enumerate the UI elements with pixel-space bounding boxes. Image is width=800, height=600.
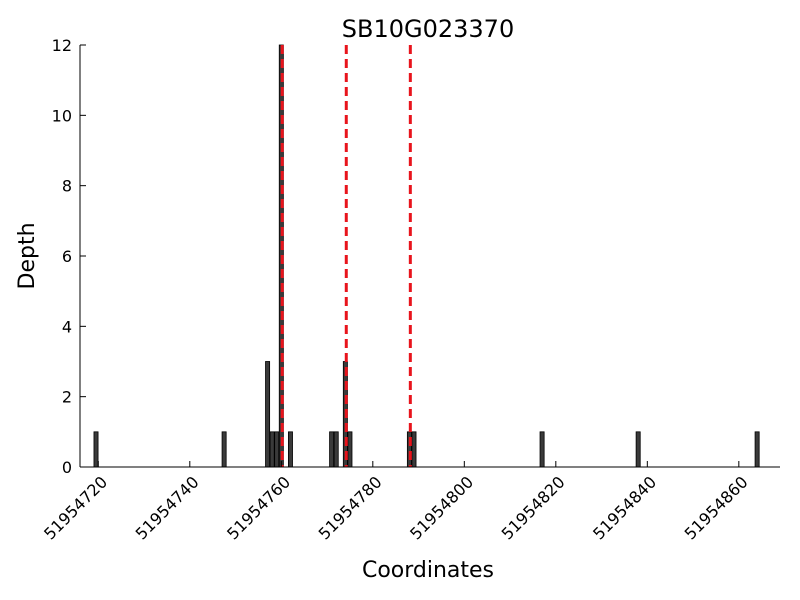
- x-tick-label-0: 51954720: [40, 472, 111, 543]
- x-axis-label: Coordinates: [362, 558, 494, 583]
- bar-3: [269, 431, 275, 468]
- x-tick-label-7: 51954860: [681, 472, 752, 543]
- x-tick-label-1: 51954740: [132, 472, 203, 543]
- bar-6: [287, 431, 293, 468]
- bar-8: [333, 431, 339, 468]
- bar-14: [635, 431, 641, 468]
- chart-title: SB10G023370: [342, 15, 514, 43]
- y-tick-label-3: 6: [62, 247, 72, 266]
- bar-13: [539, 431, 545, 468]
- bar-7: [329, 431, 335, 468]
- x-tick-label-6: 51954840: [589, 472, 660, 543]
- bar-1: [221, 431, 227, 468]
- y-axis-label: Depth: [15, 222, 40, 289]
- x-tick-label-5: 51954820: [498, 472, 569, 543]
- x-tick-label-2: 51954760: [223, 472, 294, 543]
- bar-12: [411, 431, 417, 468]
- x-tick-label-3: 51954780: [315, 472, 386, 543]
- bars-group: [93, 44, 760, 468]
- bar-4: [274, 431, 280, 468]
- bar-15: [754, 431, 760, 468]
- bar-10: [347, 431, 353, 468]
- y-tick-label-1: 2: [62, 388, 72, 407]
- y-tick-label-0: 0: [62, 458, 72, 477]
- y-tick-label-5: 10: [52, 106, 72, 125]
- bar-2: [265, 361, 271, 468]
- x-tick-label-4: 51954800: [406, 472, 477, 543]
- vertical-lines-group: [280, 45, 412, 467]
- bar-0: [93, 431, 99, 468]
- y-tick-label-6: 12: [52, 36, 72, 55]
- y-tick-label-2: 4: [62, 317, 72, 336]
- y-tick-label-4: 8: [62, 177, 72, 196]
